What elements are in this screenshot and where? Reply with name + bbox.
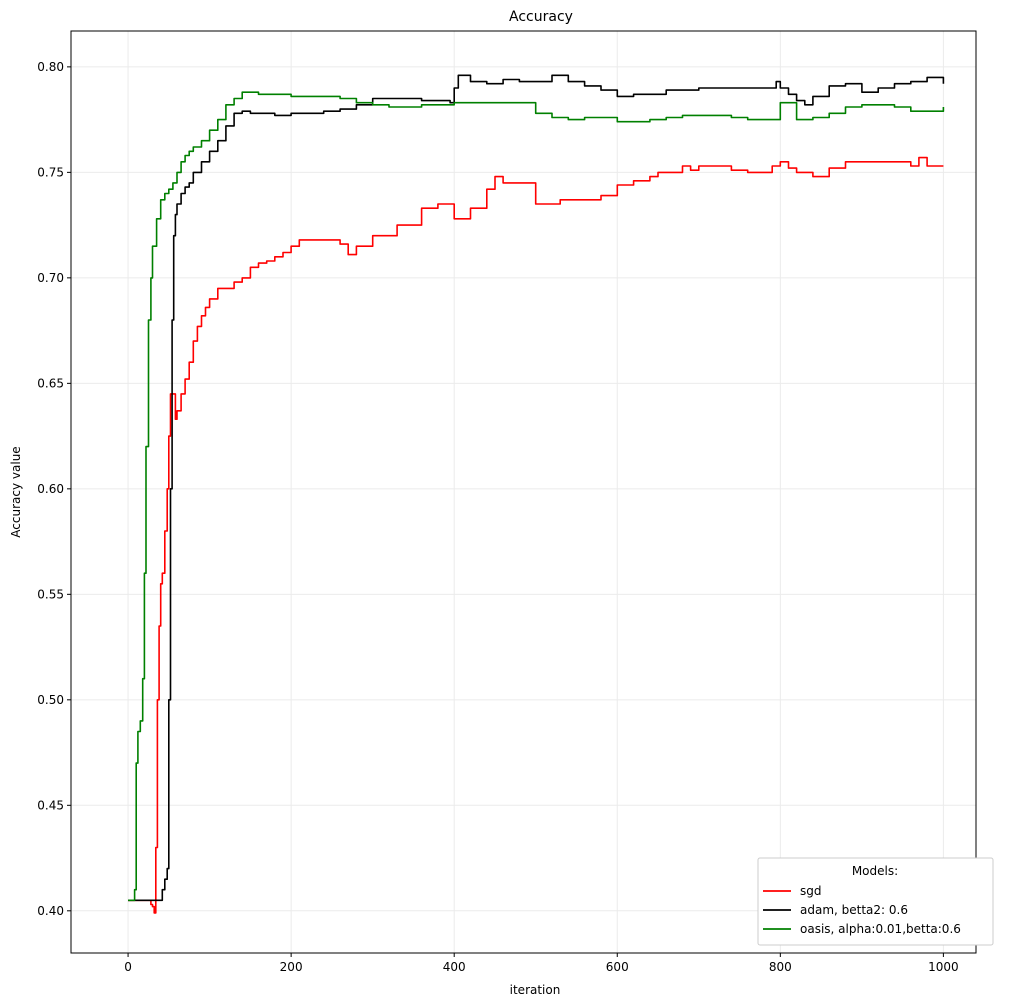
x-tick-label: 200	[280, 960, 303, 974]
legend-title: Models:	[852, 864, 898, 878]
legend: Models: sgd adam, betta2: 0.6 oasis, alpha…	[757, 857, 994, 946]
series-line-1	[128, 74, 945, 902]
y-axis: 0.40 0.45 0.50 0.55 0.60 0.65 0.70 0.75 0.80	[37, 60, 71, 918]
plot-lines	[128, 74, 945, 914]
legend-box	[757, 857, 994, 946]
x-axis-label: iteration	[510, 983, 561, 997]
grid	[71, 31, 976, 953]
chart-title: Accuracy	[509, 9, 573, 25]
x-tick-label: 0	[124, 960, 132, 974]
y-tick-label: 0.55	[37, 587, 64, 601]
y-tick-label: 0.50	[37, 693, 64, 707]
y-axis-label: Accuracy value	[9, 446, 23, 537]
y-tick-label: 0.45	[37, 798, 64, 812]
series-line-2	[128, 91, 945, 902]
legend-label-1: adam, betta2: 0.6	[800, 903, 908, 917]
x-tick-label: 400	[443, 960, 466, 974]
y-tick-label: 0.40	[37, 904, 64, 918]
y-tick-label: 0.80	[37, 60, 64, 74]
x-tick-label: 1000	[928, 960, 959, 974]
series-line-0	[128, 156, 944, 914]
y-tick-label: 0.70	[37, 271, 64, 285]
legend-label-2: oasis, alpha:0.01,betta:0.6	[800, 922, 961, 936]
x-axis: 0 200 400 600 800 1000	[124, 953, 959, 974]
y-tick-label: 0.60	[37, 482, 64, 496]
y-tick-label: 0.65	[37, 376, 64, 390]
x-tick-label: 600	[606, 960, 629, 974]
axes-frame	[70, 30, 977, 954]
y-tick-label: 0.75	[37, 165, 64, 179]
legend-label-0: sgd	[800, 884, 822, 898]
x-tick-label: 800	[769, 960, 792, 974]
